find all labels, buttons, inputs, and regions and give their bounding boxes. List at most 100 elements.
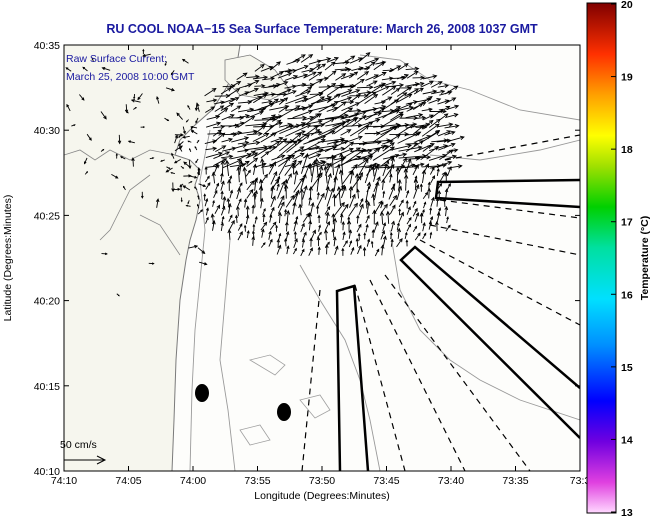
current-arrow — [396, 103, 412, 111]
current-arrow — [236, 72, 248, 80]
current-arrow-head — [283, 178, 289, 184]
current-arrow-head — [427, 96, 433, 101]
current-arrow-head — [429, 231, 433, 235]
current-arrow-head — [422, 209, 425, 213]
current-arrow — [214, 108, 228, 118]
current-arrow — [254, 119, 276, 121]
current-arrow — [300, 54, 313, 63]
current-arrow-head — [300, 54, 306, 59]
current-arrow — [236, 130, 257, 135]
current-arrow — [292, 248, 297, 255]
current-arrow — [358, 153, 373, 160]
current-arrow-head — [391, 204, 396, 209]
current-arrow — [246, 180, 255, 191]
current-arrow — [317, 138, 345, 143]
current-arrow-head — [427, 187, 432, 193]
current-arrow — [390, 88, 400, 95]
current-arrow-head — [444, 83, 450, 88]
current-arrow-head — [185, 120, 188, 123]
current-arrow-head — [305, 134, 310, 139]
current-arrow — [222, 159, 242, 169]
current-arrow — [430, 81, 443, 88]
current-arrow-head — [316, 64, 321, 69]
current-arrow-head — [372, 209, 377, 215]
current-arrow — [381, 212, 384, 225]
current-arrow-head — [86, 171, 89, 174]
current-arrow-head — [394, 99, 400, 104]
current-arrow — [398, 155, 427, 159]
current-arrow — [334, 107, 353, 120]
current-arrow-head — [122, 185, 125, 188]
current-arrow — [373, 61, 385, 71]
current-arrow-head — [301, 222, 305, 227]
current-arrow-head — [312, 159, 317, 165]
current-arrow — [380, 202, 384, 209]
x-axis: 74:10 74:05 74:00 73:55 73:50 73:45 73:40 73:35… — [51, 45, 590, 487]
current-arrow-head — [315, 129, 321, 134]
current-arrow — [292, 54, 306, 63]
current-arrow — [412, 226, 417, 232]
current-arrow — [326, 148, 354, 160]
current-arrow — [309, 79, 323, 87]
current-arrow — [260, 222, 267, 231]
current-arrow-head — [380, 244, 385, 249]
current-arrow-head — [419, 125, 425, 130]
current-arrow — [396, 223, 400, 231]
current-arrow — [174, 158, 181, 164]
current-arrow-head — [450, 142, 456, 148]
current-arrow — [263, 119, 281, 136]
current-arrow — [437, 100, 449, 105]
current-arrow — [214, 205, 220, 214]
current-arrow-head — [354, 172, 360, 178]
colorbar-tick-label: 18 — [621, 144, 633, 156]
current-arrow-head — [390, 238, 394, 243]
current-arrow-head — [280, 201, 285, 207]
current-arrow-head — [348, 229, 353, 234]
current-arrow-head — [304, 152, 309, 158]
current-arrow — [389, 157, 394, 175]
current-arrow — [247, 96, 262, 103]
current-arrow — [166, 167, 173, 173]
current-arrow-head — [453, 113, 459, 118]
current-arrow — [349, 171, 354, 184]
current-arrow-head — [262, 93, 268, 98]
shipping-lanes — [301, 134, 580, 471]
current-arrow — [349, 121, 373, 137]
current-arrow-head — [406, 189, 410, 194]
current-arrow-head — [358, 244, 362, 249]
current-arrow — [317, 58, 331, 63]
current-arrow-head — [234, 214, 239, 219]
current-arrow-head — [382, 235, 387, 240]
current-arrow-head — [217, 151, 223, 157]
bay-outline — [64, 149, 181, 256]
current-arrow-head — [327, 241, 330, 245]
current-arrow-head — [374, 164, 379, 170]
current-arrow — [292, 164, 295, 175]
current-arrow — [365, 107, 385, 121]
x-tick-label: 74:05 — [115, 475, 141, 487]
current-arrow-head — [344, 203, 349, 209]
current-arrow — [405, 190, 409, 198]
current-arrow-head — [332, 217, 338, 223]
current-arrow — [422, 114, 434, 121]
current-arrow-head — [453, 148, 459, 153]
current-arrow — [228, 203, 231, 214]
current-arrow — [299, 204, 302, 216]
current-arrow-head — [312, 229, 316, 234]
current-arrow — [300, 174, 307, 190]
current-arrow — [316, 63, 326, 71]
current-arrow-head — [258, 178, 264, 184]
current-arrow-head — [190, 125, 194, 129]
current-arrow — [341, 147, 361, 160]
current-arrow — [389, 195, 397, 207]
current-arrow-head — [301, 248, 305, 253]
colorbar-tick-label: 19 — [621, 72, 633, 84]
current-arrow — [301, 160, 325, 169]
current-arrow — [84, 157, 88, 164]
current-arrow-head — [176, 112, 180, 117]
current-arrow — [260, 132, 277, 143]
current-arrow — [270, 61, 281, 71]
current-arrow-head — [263, 75, 269, 80]
current-arrow — [444, 85, 458, 95]
current-arrow — [142, 53, 151, 57]
